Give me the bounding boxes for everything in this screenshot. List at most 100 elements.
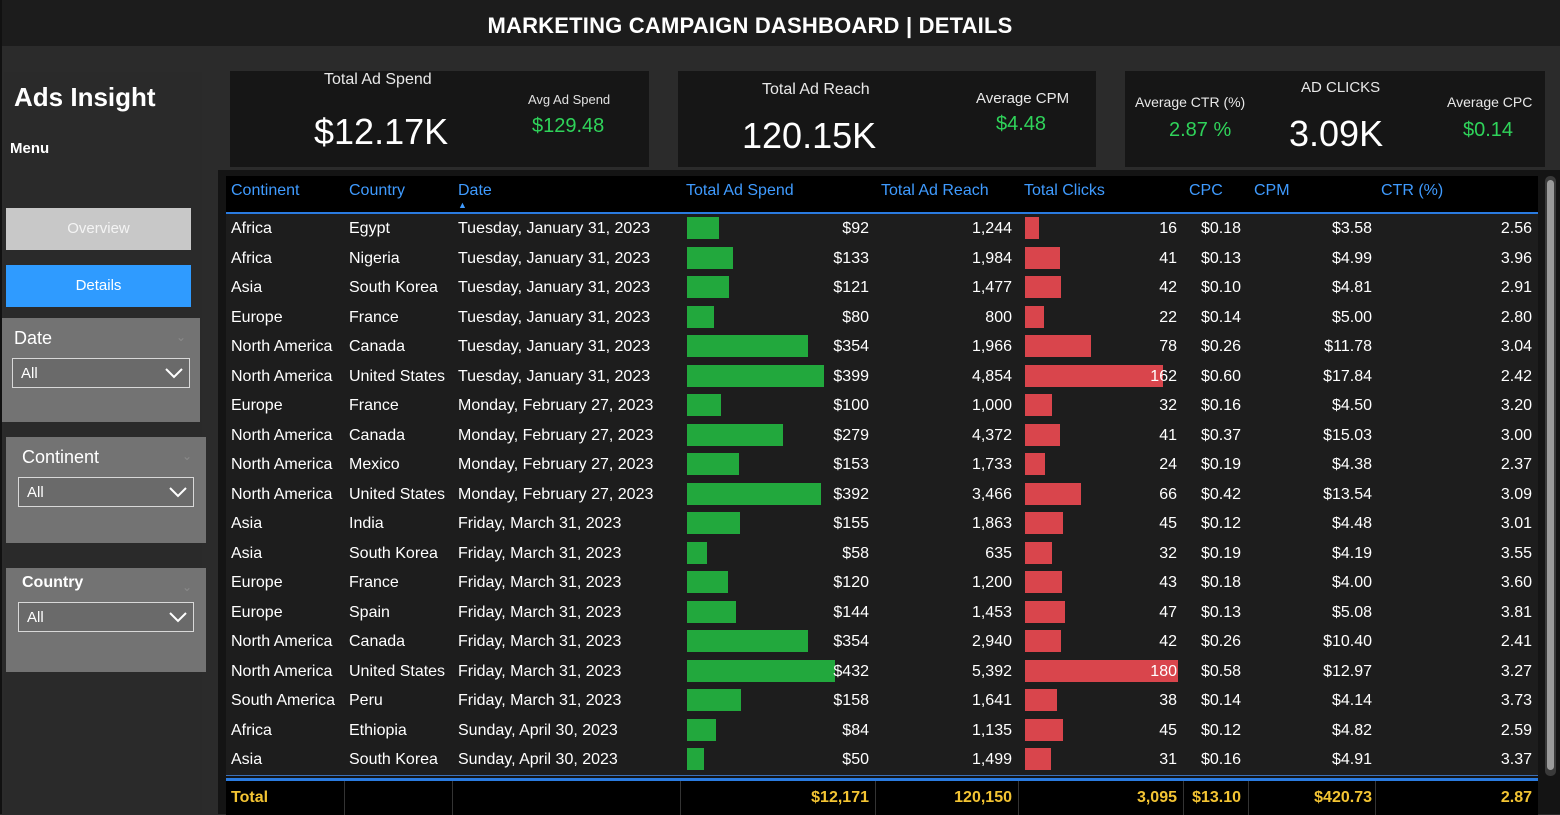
table-row[interactable]: North America Mexico Monday, February 27, … (226, 450, 1538, 481)
table-row[interactable]: Asia South Korea Sunday, April 30, 2023 $50… (226, 745, 1538, 776)
ad-clicks-label: AD CLICKS (1301, 79, 1381, 96)
spend-bar (687, 246, 733, 269)
table-row[interactable]: Asia South Korea Tuesday, January 31, 2023… (226, 273, 1538, 304)
col-header-total-ad-spend[interactable]: Total Ad Spend (686, 182, 794, 199)
table-row[interactable]: Europe France Tuesday, January 31, 2023 $80… (226, 302, 1538, 333)
table-row[interactable]: North America Canada Friday, March 31, 202… (226, 627, 1538, 658)
cell-total-clicks: 45 (1159, 721, 1177, 739)
cell-cpc: $0.19 (1200, 456, 1241, 473)
overview-button[interactable]: Overview (6, 208, 191, 250)
average-ctr-value: 2.87 % (1169, 119, 1232, 141)
spend-bar (687, 689, 742, 711)
country-dropdown[interactable]: All (18, 602, 194, 632)
cell-total-clicks: 66 (1159, 485, 1177, 503)
table-row[interactable]: North America Canada Tuesday, January 31, … (226, 332, 1538, 363)
cell-total-ad-spend: $279 (833, 426, 869, 444)
cell-ctr: 2.91 (1500, 279, 1532, 296)
table-row[interactable]: Africa Egypt Tuesday, January 31, 2023 $92 1… (226, 214, 1538, 245)
cell-total-ad-reach: 5,392 (971, 662, 1012, 680)
brand-title: Ads Insight (14, 82, 156, 112)
kpi-card-clicks: Average CTR (%) 2.87 % AD CLICKS 3.09K A… (1125, 71, 1545, 167)
cell-total-ad-reach: 1,733 (971, 456, 1012, 473)
clicks-bar (1025, 364, 1163, 387)
cell-country: Spain (349, 603, 390, 621)
column-divider (344, 781, 345, 815)
slicer-menu-icon: ⌄ (175, 330, 186, 344)
clicks-bar (1025, 423, 1060, 446)
table-row[interactable]: Europe Spain Friday, March 31, 2023 $144 1,4… (226, 597, 1538, 628)
cell-cpc: $0.13 (1200, 603, 1241, 621)
table-row[interactable]: South America Peru Friday, March 31, 2023 $… (226, 686, 1538, 717)
kpi-card-ad-reach: Total Ad Reach 120.15K Average CPM $4.48 (678, 71, 1096, 167)
col-header-cpc[interactable]: CPC (1189, 182, 1223, 199)
cell-continent: Africa (231, 721, 272, 739)
cell-date: Sunday, April 30, 2023 (458, 751, 618, 768)
cell-date: Friday, March 31, 2023 (458, 603, 622, 621)
cell-cpc: $0.13 (1200, 249, 1241, 267)
table-row[interactable]: Asia India Friday, March 31, 2023 $155 1,863… (226, 509, 1538, 540)
cell-date: Friday, March 31, 2023 (458, 662, 622, 680)
spend-bar (687, 394, 722, 416)
col-header-ctr[interactable]: CTR (%) (1381, 182, 1444, 199)
cell-cpm: $4.48 (1331, 515, 1372, 532)
col-header-continent[interactable]: Continent (231, 182, 300, 199)
clicks-bar (1025, 217, 1039, 239)
spend-bar (687, 423, 783, 446)
cell-continent: North America (231, 633, 333, 650)
cell-ctr: 2.41 (1500, 633, 1532, 650)
table-row[interactable]: North America United States Friday, March … (226, 656, 1538, 687)
cell-total-ad-reach: 1,984 (971, 249, 1012, 267)
total-ctr: 2.87 (1500, 789, 1532, 806)
table-row[interactable]: Asia South Korea Friday, March 31, 2023 $58… (226, 538, 1538, 569)
cell-total-clicks: 32 (1159, 544, 1177, 562)
cell-country: South Korea (349, 544, 438, 562)
cell-date: Friday, March 31, 2023 (458, 544, 622, 562)
table-row[interactable]: North America United States Monday, Februa… (226, 479, 1538, 510)
table-header: Continent Country Date ▲ Total Ad Spend … (226, 176, 1538, 214)
table-row[interactable]: Africa Nigeria Tuesday, January 31, 2023 $1… (226, 243, 1538, 274)
title-bar (0, 0, 1560, 46)
cell-date: Monday, February 27, 2023 (458, 426, 654, 444)
cell-date: Monday, February 27, 2023 (458, 456, 654, 473)
cell-country: Nigeria (349, 249, 400, 267)
details-button[interactable]: Details (6, 265, 191, 307)
cell-continent: Europe (231, 308, 283, 326)
col-header-cpm[interactable]: CPM (1254, 182, 1290, 199)
cell-cpc: $0.12 (1200, 721, 1241, 739)
date-dropdown[interactable]: All (12, 358, 190, 388)
col-header-total-ad-reach[interactable]: Total Ad Reach (881, 182, 989, 199)
cell-cpm: $4.82 (1331, 721, 1372, 739)
cell-cpm: $4.81 (1331, 279, 1372, 296)
table-row[interactable]: North America United States Tuesday, Janua… (226, 361, 1538, 392)
cell-total-ad-reach: 1,244 (971, 220, 1012, 237)
continent-dropdown[interactable]: All (18, 477, 194, 507)
cell-total-clicks: 22 (1159, 308, 1177, 326)
cell-total-clicks: 41 (1159, 249, 1177, 267)
cell-cpc: $0.26 (1200, 633, 1241, 650)
spend-bar (687, 600, 737, 623)
cell-total-ad-reach: 4,854 (971, 367, 1012, 385)
cell-total-ad-reach: 2,940 (971, 633, 1012, 650)
table-row[interactable]: Africa Ethiopia Sunday, April 30, 2023 $84 1… (226, 715, 1538, 746)
col-header-total-clicks[interactable]: Total Clicks (1024, 182, 1105, 199)
spend-bar (687, 541, 707, 564)
spend-bar (687, 364, 824, 387)
cell-cpm: $4.50 (1331, 397, 1372, 414)
table-row[interactable]: Europe France Monday, February 27, 2023 $10… (226, 391, 1538, 422)
scrollbar-thumb[interactable] (1547, 180, 1554, 770)
cell-country: United States (349, 367, 446, 385)
cell-country: South Korea (349, 751, 438, 768)
col-header-country[interactable]: Country (349, 182, 406, 199)
column-divider (1183, 781, 1184, 815)
cell-ctr: 2.42 (1500, 367, 1532, 385)
total-ad-reach-label: Total Ad Reach (762, 81, 870, 98)
clicks-bar (1025, 394, 1053, 416)
table-row[interactable]: Europe France Friday, March 31, 2023 $120 1,… (226, 568, 1538, 599)
cell-cpm: $4.14 (1331, 692, 1372, 709)
cell-total-clicks: 162 (1150, 367, 1177, 385)
cell-cpc: $0.14 (1200, 308, 1241, 326)
cell-cpm: $11.78 (1324, 338, 1372, 355)
table-row[interactable]: North America Canada Monday, February 27, … (226, 420, 1538, 451)
col-header-date[interactable]: Date (458, 182, 492, 199)
slicer-menu-icon: ⌄ (181, 449, 192, 463)
